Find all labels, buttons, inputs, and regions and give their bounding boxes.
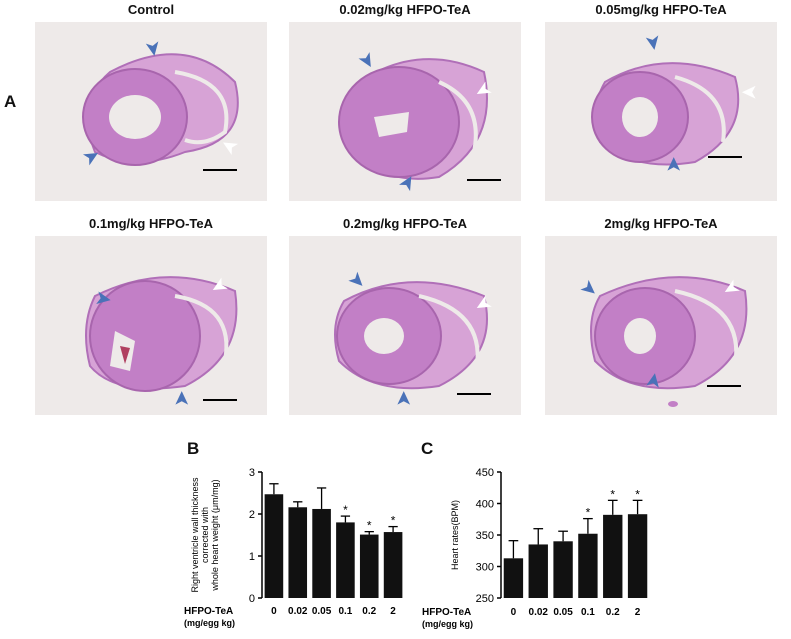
chart-b-bar [288, 507, 308, 598]
chart-b-significance-mark: * [367, 519, 372, 533]
histology-image-0-1: ➤ ➤ ➤ [35, 236, 267, 415]
chart-c-x-tick-label: 0.1 [581, 607, 595, 618]
blue-arrow-icon: ➤ [392, 390, 415, 407]
panel-label-b: B [187, 439, 200, 458]
chart-b-y-tick-label: 2 [249, 509, 255, 521]
chart-c-container: 250 300 350 400 450 Heart rates(BPM) 0 0.02 0.05… [418, 462, 658, 634]
chart-c-y-tick-label: 450 [476, 467, 494, 479]
image-title-2: 2mg/kg HFPO-TeA [604, 216, 718, 231]
chart-c-x-axis-label: HFPO-TeA [422, 607, 471, 618]
chart-b-bar [383, 532, 403, 598]
chart-b-bar [264, 494, 284, 598]
chart-b-y-axis-label-line: Right ventricle wall thickness [190, 477, 200, 593]
chart-c-y-tick-label: 350 [476, 530, 494, 542]
white-arrow-icon: ➤ [741, 81, 758, 103]
chart-c-bar [553, 541, 573, 598]
image-title-0-02: 0.02mg/kg HFPO-TeA [339, 2, 471, 17]
histology-image-0-05: ➤ ➤ ➤ [545, 22, 777, 201]
chart-b-x-tick-label: 0.05 [312, 606, 332, 617]
chart-b-bar [336, 522, 355, 598]
chart-c-x-tick-label: 0.05 [553, 607, 573, 618]
blue-arrow-icon: ➤ [662, 156, 685, 173]
blue-arrow-icon: ➤ [170, 390, 193, 407]
image-title-0-05: 0.05mg/kg HFPO-TeA [595, 2, 727, 17]
chart-c-x-tick-label: 2 [635, 607, 641, 618]
chart-b-y-axis-label: Right ventricle wall thicknesscorrected … [190, 477, 220, 593]
chart-c-significance-mark: * [586, 506, 591, 520]
chart-b-bar [312, 508, 331, 598]
chart-c-bar [528, 544, 548, 598]
chart-b-significance-mark: * [391, 514, 396, 528]
image-title-0-1: 0.1mg/kg HFPO-TeA [88, 216, 213, 231]
histology-image-0-2: ➤ ➤ ➤ [289, 236, 521, 415]
chart-b-x-axis-label: HFPO-TeA [184, 606, 233, 617]
chart-c-x-tick-label: 0.2 [606, 607, 620, 618]
chart-c-significance-mark: * [610, 487, 615, 501]
chart-b-x-tick-label: 2 [390, 606, 396, 617]
chart-c-y-axis-label: Heart rates(BPM) [450, 500, 460, 570]
histology-image-0-02: ➤ ➤ ➤ [289, 22, 521, 201]
image-title-control: Control [127, 2, 175, 17]
chart-c-y-tick-label: 250 [476, 593, 494, 605]
chart-b-y-tick-label: 0 [249, 593, 255, 605]
chart-c-bar [603, 514, 623, 598]
chart-b-container: 0 1 2 3 Right ventricle wall thicknesscorrec… [180, 462, 410, 634]
histology-image-2: ➤ ➤ ➤ [545, 236, 777, 415]
chart-b-y-tick-label: 3 [249, 467, 255, 479]
chart-c-bar [503, 558, 524, 598]
chart-b-x-tick-label: 0.2 [362, 606, 376, 617]
chart-c-x-tick-label: 0 [511, 607, 517, 618]
chart-c-x-tick-label: 0.02 [529, 607, 549, 618]
chart-b-y-tick-label: 1 [249, 551, 255, 563]
chart-c-bar [627, 514, 648, 598]
chart-c-y-axis-label-line: Heart rates(BPM) [450, 500, 460, 570]
chart-b: 0 1 2 3 Right ventricle wall thicknesscorrec… [184, 467, 403, 628]
chart-c: 250 300 350 400 450 Heart rates(BPM) 0 0.02 0.05… [422, 467, 648, 629]
histology-image-control: ➤ ➤ ➤ [35, 22, 267, 201]
panel-label-c: C [421, 439, 434, 458]
panel-label-a: A [4, 92, 17, 111]
chart-b-x-tick-label: 0.02 [288, 606, 308, 617]
chart-c-x-axis-label: (mg/egg kg) [422, 619, 473, 629]
chart-c-y-tick-label: 300 [476, 562, 494, 574]
chart-b-x-tick-label: 0.1 [338, 606, 352, 617]
chart-c-y-tick-label: 400 [476, 499, 494, 511]
chart-b-bar [359, 534, 379, 598]
chart-b-x-axis-label: (mg/egg kg) [184, 618, 235, 628]
chart-b-y-axis-label-line: corrected with [200, 507, 210, 563]
chart-c-bar [578, 533, 598, 598]
chart-c-significance-mark: * [635, 487, 640, 501]
chart-b-y-axis-label-line: whole heart weight (μm/mg) [210, 479, 220, 591]
chart-b-x-tick-label: 0 [271, 606, 277, 617]
image-title-0-2: 0.2mg/kg HFPO-TeA [342, 216, 467, 231]
chart-b-significance-mark: * [343, 503, 348, 517]
